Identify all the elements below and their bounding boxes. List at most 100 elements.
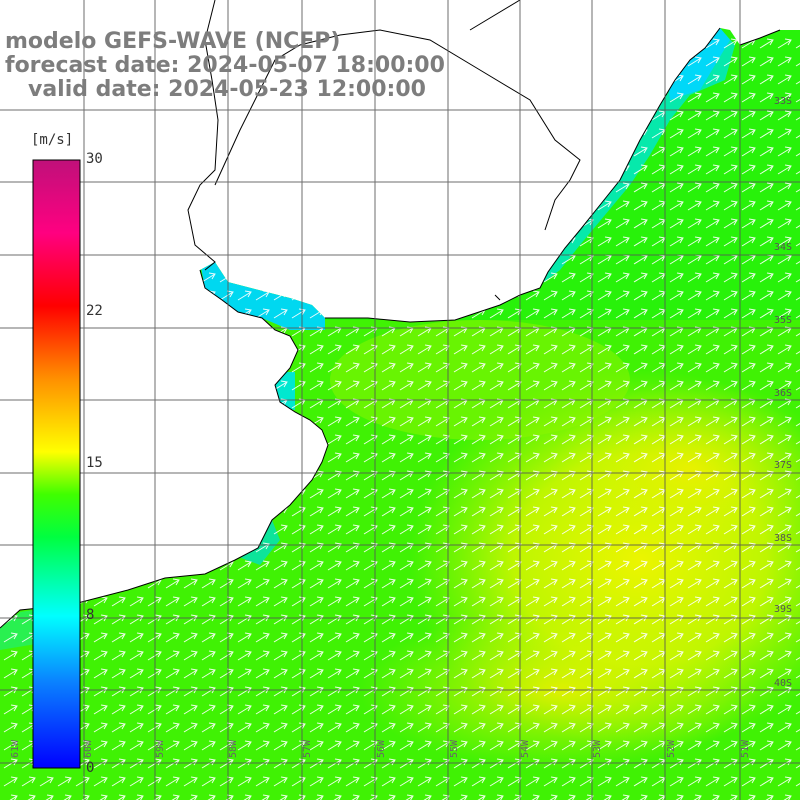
wind-arrow bbox=[345, 344, 360, 355]
wind-arrow bbox=[453, 776, 468, 787]
wind-arrow bbox=[435, 740, 450, 751]
wind-arrow bbox=[471, 488, 486, 499]
colorbar-tick: 8 bbox=[86, 607, 95, 623]
wind-arrow bbox=[561, 578, 576, 589]
wind-arrow bbox=[795, 632, 800, 643]
title-forecast-date: forecast date: 2024-05-07 18:00:00 bbox=[5, 53, 445, 78]
wind-arrow bbox=[507, 596, 522, 607]
wind-arrow bbox=[111, 614, 126, 625]
wind-arrow bbox=[417, 704, 432, 715]
lon-label: 58W bbox=[228, 739, 239, 758]
wind-arrow bbox=[723, 704, 738, 715]
wind-arrow bbox=[687, 56, 702, 67]
wind-arrow bbox=[561, 452, 576, 463]
wind-arrow bbox=[615, 578, 630, 589]
wind-arrow bbox=[201, 722, 216, 733]
wind-arrow bbox=[201, 272, 216, 283]
wind-arrow bbox=[381, 704, 396, 715]
wind-arrow bbox=[795, 254, 800, 265]
wind-arrow bbox=[669, 128, 684, 139]
wind-arrow bbox=[453, 722, 468, 733]
wind-arrow bbox=[291, 362, 306, 373]
wind-arrow bbox=[705, 218, 720, 229]
wind-arrow bbox=[579, 362, 594, 373]
wind-arrow bbox=[687, 722, 702, 733]
wind-arrow bbox=[381, 560, 396, 571]
wind-arrow bbox=[417, 794, 432, 800]
wind-arrow bbox=[687, 740, 702, 751]
wind-arrow bbox=[543, 308, 558, 319]
wind-arrow bbox=[417, 524, 432, 535]
wind-arrow bbox=[309, 596, 324, 607]
wind-arrow bbox=[417, 416, 432, 427]
wind-arrow bbox=[633, 452, 648, 463]
wind-arrow bbox=[777, 524, 792, 535]
wind-arrow bbox=[129, 632, 144, 643]
wind-arrow bbox=[237, 650, 252, 661]
wind-arrow bbox=[525, 794, 540, 800]
wind-arrow bbox=[705, 704, 720, 715]
wind-arrow bbox=[705, 362, 720, 373]
wind-arrow bbox=[435, 794, 450, 800]
wind-arrow bbox=[741, 272, 756, 283]
wind-arrow bbox=[21, 794, 36, 800]
wind-arrow bbox=[723, 56, 738, 67]
wind-arrow bbox=[183, 686, 198, 697]
wind-arrow bbox=[795, 146, 800, 157]
wind-arrow bbox=[669, 110, 684, 121]
wind-arrow bbox=[543, 380, 558, 391]
wind-arrow bbox=[129, 686, 144, 697]
wind-arrow bbox=[669, 92, 684, 103]
wind-arrow bbox=[129, 614, 144, 625]
map-title: modelo GEFS-WAVE (NCEP) forecast date: 2… bbox=[5, 30, 445, 102]
wind-arrow bbox=[723, 668, 738, 679]
wind-arrow bbox=[327, 776, 342, 787]
wind-arrow bbox=[633, 362, 648, 373]
wind-arrow bbox=[201, 650, 216, 661]
wind-arrow bbox=[507, 632, 522, 643]
wind-arrow bbox=[759, 128, 774, 139]
wind-arrow bbox=[255, 722, 270, 733]
wind-arrow bbox=[633, 560, 648, 571]
wind-arrow bbox=[579, 236, 594, 247]
wind-arrow bbox=[525, 740, 540, 751]
wind-arrow bbox=[525, 776, 540, 787]
wind-arrow bbox=[561, 488, 576, 499]
wind-arrow bbox=[255, 560, 270, 571]
wind-arrow bbox=[669, 290, 684, 301]
wind-arrow bbox=[723, 452, 738, 463]
wind-arrow bbox=[435, 578, 450, 589]
wind-arrow bbox=[435, 524, 450, 535]
wind-arrow bbox=[669, 560, 684, 571]
wind-arrow bbox=[507, 308, 522, 319]
wind-arrow bbox=[543, 362, 558, 373]
wind-arrow bbox=[687, 668, 702, 679]
wind-arrow bbox=[615, 632, 630, 643]
wind-arrow bbox=[453, 794, 468, 800]
wind-arrow bbox=[219, 596, 234, 607]
wind-arrow bbox=[615, 434, 630, 445]
wind-arrow bbox=[435, 614, 450, 625]
wind-arrow bbox=[381, 668, 396, 679]
wind-arrow bbox=[561, 596, 576, 607]
wind-arrow bbox=[561, 560, 576, 571]
wind-arrow bbox=[759, 488, 774, 499]
wind-arrow bbox=[399, 596, 414, 607]
wind-arrow bbox=[471, 614, 486, 625]
wind-arrow bbox=[759, 506, 774, 517]
wind-arrow bbox=[759, 794, 774, 800]
wind-arrow bbox=[327, 632, 342, 643]
wind-arrow bbox=[687, 506, 702, 517]
wind-arrow bbox=[723, 362, 738, 373]
wind-arrow bbox=[759, 182, 774, 193]
wind-arrow bbox=[183, 776, 198, 787]
wind-arrow bbox=[579, 686, 594, 697]
wind-arrow bbox=[291, 722, 306, 733]
wind-arrow bbox=[597, 290, 612, 301]
wind-arrow bbox=[525, 506, 540, 517]
wind-arrow bbox=[417, 344, 432, 355]
wind-arrow bbox=[741, 128, 756, 139]
wind-arrow bbox=[345, 524, 360, 535]
wind-arrow bbox=[129, 794, 144, 800]
wind-arrow bbox=[399, 722, 414, 733]
